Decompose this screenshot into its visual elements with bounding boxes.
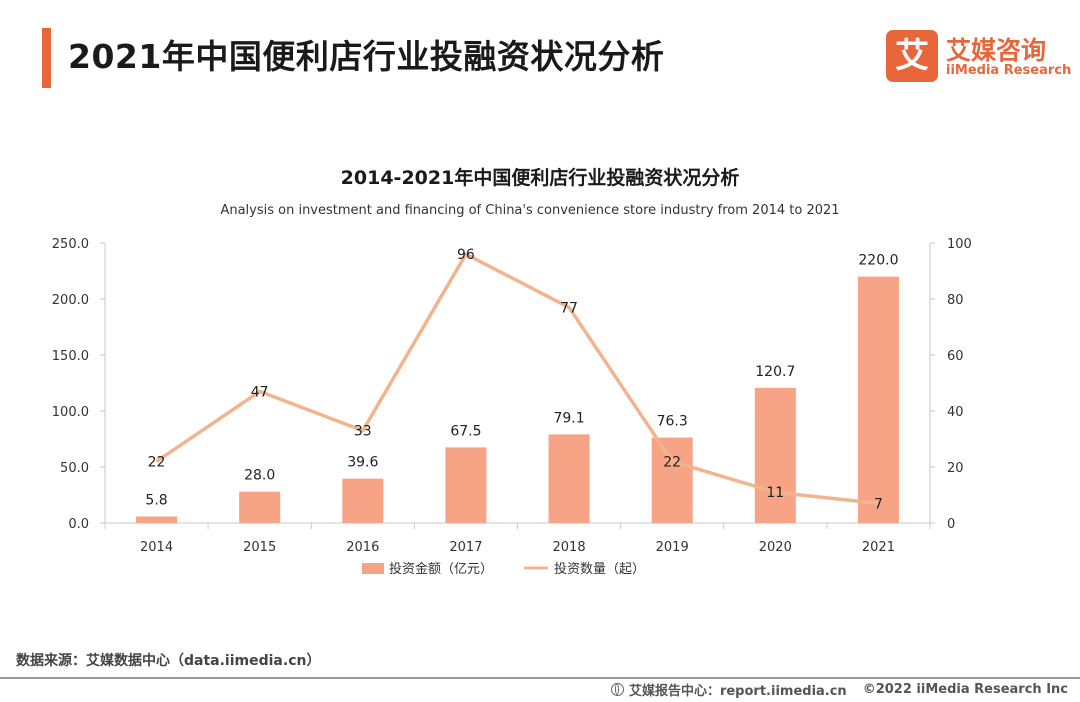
- chart-axes: 0.0 50.0 100.0 150.0 200.0 250.0 0 20 40 60 80 100 2…: [52, 237, 972, 555]
- count-line: [155, 252, 879, 506]
- data-labels: 5.8 28.0 39.6 67.5 79.1 76.3 120.7 220.0 22 47 33 9…: [145, 247, 898, 512]
- legend-bar-label: 投资金额（亿元）: [389, 561, 493, 577]
- footer-divider: [0, 677, 1080, 679]
- y-right-tick-label: 0: [947, 517, 955, 532]
- bar-value-label: 5.8: [145, 493, 167, 509]
- y-left-tick-label: 50.0: [60, 461, 89, 476]
- chart-legend: 投资金额（亿元） 投资数量（起）: [362, 561, 645, 577]
- bar-series: [136, 276, 899, 523]
- legend-line-label: 投资数量（起）: [554, 561, 645, 577]
- y-right-tick-label: 40: [947, 405, 964, 420]
- y-left-tick-label: 200.0: [52, 293, 89, 308]
- bar-value-label: 79.1: [553, 410, 584, 426]
- report-center-link[interactable]: 艾媒报告中心：report.iimedia.cn: [628, 684, 847, 699]
- line-value-label: 11: [766, 485, 784, 501]
- chart-title: 2014-2021年中国便利店行业投融资状况分析: [341, 166, 740, 189]
- line-value-label: 47: [251, 384, 269, 400]
- chart-subtitle: Analysis on investment and financing of …: [220, 203, 839, 218]
- line-value-label: 96: [457, 247, 475, 263]
- bar-2016: [342, 478, 384, 523]
- bar-2020: [754, 387, 796, 523]
- data-source: 数据来源：艾媒数据中心（data.iimedia.cn）: [16, 653, 321, 669]
- y-right-tick-label: 60: [947, 349, 964, 364]
- x-tick-label: 2018: [553, 540, 586, 555]
- bar-value-label: 28.0: [244, 468, 275, 484]
- iimedia-logo: 艾 艾媒咨询 iiMedia Research: [886, 30, 1071, 82]
- page-title: 2021年中国便利店行业投融资状况分析: [68, 37, 665, 76]
- line-series: [155, 252, 879, 506]
- y-right-tick-label: 100: [947, 237, 972, 252]
- bar-value-label: 76.3: [657, 414, 688, 430]
- x-tick-label: 2017: [449, 540, 482, 555]
- y-left-tick-label: 250.0: [52, 237, 89, 252]
- logo-chinese-name: 艾媒咨询: [946, 36, 1047, 65]
- bar-2015: [239, 491, 281, 523]
- bar-value-label: 67.5: [450, 423, 481, 439]
- bar-value-label: 39.6: [347, 455, 378, 471]
- x-tick-label: 2016: [346, 540, 379, 555]
- x-tick-label: 2019: [656, 540, 689, 555]
- footer-credits: 艾媒报告中心：report.iimedia.cn ©2022 iiMedia R…: [610, 680, 1068, 699]
- logo-mark: 艾: [886, 30, 938, 82]
- line-value-label: 7: [874, 496, 883, 512]
- x-tick-label: 2015: [243, 540, 276, 555]
- logo-english-name: iiMedia Research: [946, 63, 1072, 78]
- line-value-label: 22: [663, 454, 681, 470]
- line-value-label: 77: [560, 300, 578, 316]
- bar-value-label: 220.0: [858, 253, 898, 269]
- y-left-tick-label: 0.0: [68, 517, 89, 532]
- title-accent-bar: [42, 28, 51, 88]
- bar-2014: [136, 516, 178, 523]
- y-left-tick-label: 100.0: [52, 405, 89, 420]
- bar-2017: [445, 447, 487, 523]
- bar-2021: [857, 276, 899, 523]
- investment-chart: 2014-2021年中国便利店行业投融资状况分析 Analysis on inv…: [52, 166, 972, 577]
- x-tick-label: 2014: [140, 540, 173, 555]
- globe-icon: [610, 683, 624, 696]
- x-tick-label: 2020: [759, 540, 792, 555]
- line-value-label: 22: [148, 454, 166, 470]
- bar-2018: [548, 434, 590, 523]
- y-right-tick-label: 80: [947, 293, 964, 308]
- line-value-label: 33: [354, 424, 372, 440]
- y-left-tick-label: 150.0: [52, 349, 89, 364]
- bar-value-label: 120.7: [755, 364, 795, 380]
- bar-2019: [651, 437, 693, 523]
- legend-bar-swatch: [362, 563, 384, 574]
- x-tick-label: 2021: [862, 540, 895, 555]
- copyright: ©2022 iiMedia Research Inc: [862, 682, 1068, 697]
- y-right-tick-label: 20: [947, 461, 964, 476]
